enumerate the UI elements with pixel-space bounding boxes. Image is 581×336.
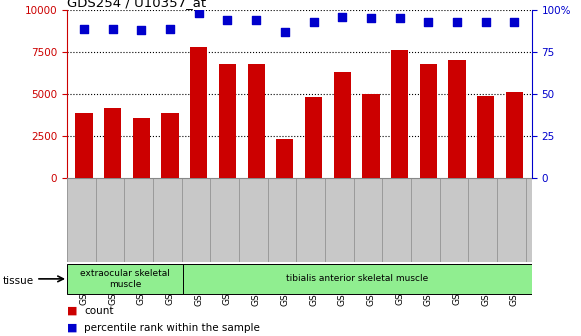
Point [481,19,490,25]
Text: tibialis anterior skeletal muscle: tibialis anterior skeletal muscle [286,275,428,283]
Text: ■: ■ [67,323,77,333]
Point [166,26,175,31]
Point [80,26,89,31]
Bar [363,94,379,178]
Point [338,14,347,19]
Text: count: count [84,306,114,316]
Bar [391,50,408,178]
Text: tissue: tissue [3,276,34,286]
Bar [76,113,92,178]
Bar [506,92,523,178]
FancyBboxPatch shape [67,264,183,294]
Bar [449,60,465,178]
Text: extraocular skeletal
muscle: extraocular skeletal muscle [80,269,170,289]
Bar [219,64,236,178]
Point [510,19,519,25]
Text: percentile rank within the sample: percentile rank within the sample [84,323,260,333]
Bar [419,64,437,178]
Text: GDS254 / U10357_at: GDS254 / U10357_at [67,0,206,9]
Point [194,11,203,16]
Bar [276,139,293,178]
Point [424,19,433,25]
Bar [133,118,150,178]
Point [252,17,261,23]
Point [280,29,289,35]
Bar [162,113,179,178]
Point [137,28,146,33]
Point [309,19,318,25]
Point [223,17,232,23]
FancyBboxPatch shape [183,264,532,294]
Point [108,26,117,31]
Bar [190,47,207,178]
Bar [477,96,494,178]
Bar [305,97,322,178]
Bar [333,72,351,178]
Point [453,19,462,25]
Bar [248,64,265,178]
Text: ■: ■ [67,306,77,316]
Point [366,16,375,21]
Point [395,16,404,21]
Bar [104,108,121,178]
